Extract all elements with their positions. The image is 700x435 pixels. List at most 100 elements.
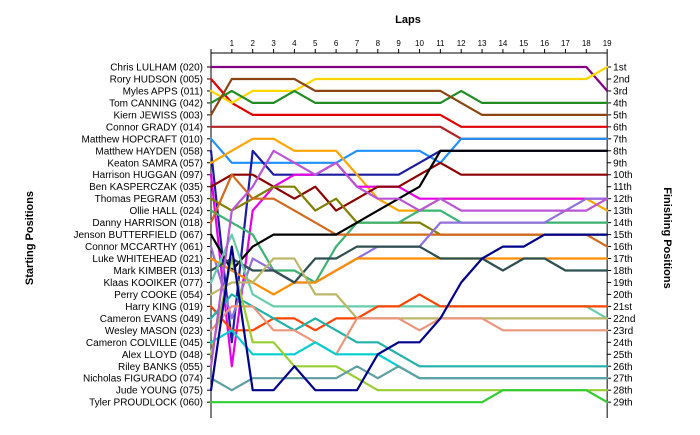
finishing-label: 26th	[613, 362, 632, 373]
finishing-label: 16th	[613, 242, 632, 253]
lap-tick-label: 18	[582, 39, 591, 48]
finishing-label: 13th	[613, 206, 632, 217]
finishing-label: 21st	[613, 302, 632, 313]
driver-line-2	[209, 77, 609, 128]
driver-line-11	[209, 161, 609, 212]
lap-tick-label: 4	[292, 39, 297, 48]
finishing-label: 29th	[613, 398, 632, 409]
lap-tick-label: 7	[355, 39, 360, 48]
driver-line-15	[209, 149, 609, 272]
finishing-label: 24th	[613, 338, 632, 349]
starting-position-labels: Chris LULHAM (020)Rory HUDSON (005)Myles…	[74, 63, 204, 409]
driver-line-26	[209, 149, 609, 368]
y-axis-right-title: Finishing Positions	[661, 187, 673, 288]
finishing-label: 2nd	[613, 74, 630, 85]
driver-line-28	[209, 233, 609, 392]
lap-tick-label: 16	[540, 39, 549, 48]
finishing-label: 28th	[613, 386, 632, 397]
starting-label: Jude YOUNG (075)	[116, 386, 203, 397]
starting-label: Matthew HOPCRAFT (010)	[81, 134, 203, 145]
series-lines	[209, 65, 609, 404]
chart-title: Laps	[395, 14, 421, 26]
lap-tick-label: 1	[230, 39, 235, 48]
lap-tick-label: 9	[396, 39, 401, 48]
lap-tick-label: 19	[603, 39, 612, 48]
finishing-label: 25th	[613, 350, 632, 361]
starting-label: Thomas PEGRAM (053)	[95, 194, 203, 205]
starting-label: Chris LULHAM (020)	[110, 63, 203, 74]
lap-tick-label: 3	[271, 39, 276, 48]
starting-label: Rory HUDSON (005)	[110, 74, 203, 85]
finishing-label: 3rd	[613, 86, 627, 97]
driver-line-27	[209, 365, 609, 392]
starting-label: Alex LLOYD (048)	[122, 350, 203, 361]
driver-line-21	[209, 293, 609, 332]
lap-tick-label: 14	[498, 39, 507, 48]
finishing-label: 14th	[613, 218, 632, 229]
finishing-label: 10th	[613, 170, 632, 181]
starting-label: Connor GRADY (014)	[106, 122, 203, 133]
finishing-position-labels: 1st2nd3rd4th5th6th7th8th9th10th11th12th1…	[613, 63, 635, 409]
finishing-label: 22nd	[613, 314, 635, 325]
lap-tick-label: 15	[519, 39, 528, 48]
lap-tick-label: 10	[415, 39, 424, 48]
driver-line-29	[209, 389, 609, 404]
driver-line-18	[209, 245, 609, 284]
driver-line-1	[209, 65, 609, 93]
finishing-label: 8th	[613, 146, 627, 157]
lap-tick-label: 8	[376, 39, 381, 48]
driver-line-6	[209, 125, 609, 140]
starting-label: Kiern JEWISS (003)	[114, 110, 203, 121]
lap-tick-labels: 1 2 3 4 5 6 7 8 9 10 11 12 13 14 15 16 17 18 19	[230, 39, 613, 48]
starting-label: Jenson BUTTERFIELD (067)	[74, 230, 204, 241]
starting-label: Wesley MASON (023)	[105, 326, 203, 337]
driver-line-5	[209, 77, 609, 117]
lap-tick-label: 5	[313, 39, 318, 48]
lap-tick-label: 6	[334, 39, 339, 48]
finishing-label: 12th	[613, 194, 632, 205]
starting-label: Tyler PROUDLOCK (060)	[89, 398, 203, 409]
driver-line-7	[209, 137, 609, 164]
finishing-label: 6th	[613, 122, 627, 133]
driver-line-14	[209, 173, 609, 248]
starting-label: Harry KING (019)	[125, 302, 203, 313]
finishing-label: 7th	[613, 134, 627, 145]
starting-label: Nicholas FIGURADO (074)	[83, 374, 203, 385]
finishing-label: 9th	[613, 158, 627, 169]
finishing-label: 15th	[613, 230, 632, 241]
finishing-label: 20th	[613, 290, 632, 301]
finishing-label: 19th	[613, 278, 632, 289]
starting-label: Matthew HAYDEN (058)	[95, 146, 203, 157]
lap-tick-label: 17	[561, 39, 570, 48]
finishing-label: 27th	[613, 374, 632, 385]
finishing-label: 4th	[613, 98, 627, 109]
lap-tick-label: 2	[250, 39, 255, 48]
starting-label: Ben KASPERCZAK (035)	[89, 182, 203, 193]
starting-label: Klaas KOOIKER (077)	[104, 278, 203, 289]
finishing-label: 17th	[613, 254, 632, 265]
starting-label: Keaton SAMRA (057)	[107, 158, 203, 169]
starting-label: Ollie HALL (024)	[129, 206, 203, 217]
lap-tick-label: 12	[457, 39, 466, 48]
finishing-label: 23rd	[613, 326, 633, 337]
driver-line-22	[209, 293, 609, 368]
driver-line-23	[209, 305, 609, 356]
driver-line-4	[209, 89, 609, 105]
y-axis-left-title: Starting Positions	[24, 191, 36, 285]
driver-line-3	[209, 65, 609, 105]
starting-label: Mark KIMBER (013)	[114, 266, 203, 277]
starting-label: Harrison HUGGAN (097)	[92, 170, 203, 181]
starting-label: Riley BANKS (055)	[118, 362, 203, 373]
starting-label: Cameron COLVILLE (045)	[86, 338, 203, 349]
finishing-label: 18th	[613, 266, 632, 277]
finishing-label: 1st	[613, 63, 627, 74]
starting-label: Cameron EVANS (049)	[100, 314, 203, 325]
starting-label: Myles APPS (011)	[123, 86, 203, 97]
starting-label: Tom CANNING (042)	[109, 98, 203, 109]
starting-label: Danny HARRISON (018)	[92, 218, 203, 229]
lap-tick-label: 11	[436, 39, 445, 48]
starting-label: Perry COOKE (054)	[114, 290, 203, 301]
starting-label: Luke WHITEHEAD (021)	[92, 254, 203, 265]
finishing-label: 11th	[613, 182, 632, 193]
